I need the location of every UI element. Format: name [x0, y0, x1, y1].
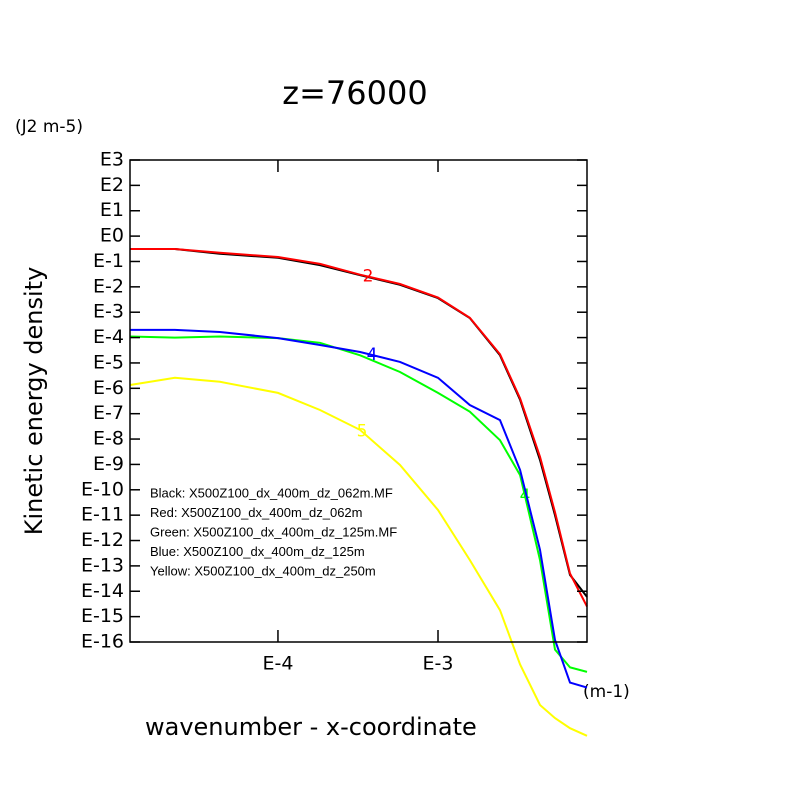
- series-line: [130, 248, 588, 607]
- y-tick-label: E-15: [81, 605, 124, 627]
- curve-tag: 2: [363, 267, 374, 287]
- x-unit: (m-1): [583, 682, 630, 702]
- y-tick-label: E-7: [93, 402, 124, 424]
- x-tick-label: E-4: [262, 653, 293, 675]
- y-tick-label: E-16: [81, 631, 124, 653]
- y-tick-label: E-2: [93, 275, 124, 297]
- y-axis-label: Kinetic energy density: [20, 267, 48, 536]
- y-tick-label: E2: [100, 174, 124, 196]
- legend-entry: Blue: X500Z100_dx_400m_dz_125m: [150, 544, 365, 559]
- y-tick-label: E-10: [81, 478, 124, 500]
- y-tick-label: E-13: [81, 554, 124, 576]
- y-tick-label: E-6: [93, 377, 124, 399]
- y-unit: (J2 m-5): [15, 117, 83, 137]
- series-line: [130, 328, 588, 689]
- y-tick-label: E-4: [93, 326, 124, 348]
- plot-frame: [129, 159, 588, 643]
- legend-entry: Green: X500Z100_dx_400m_dz_125m.MF: [150, 524, 397, 539]
- curve-tag: 4: [520, 486, 531, 506]
- x-axis-label: wavenumber - x-coordinate: [145, 713, 477, 741]
- y-tick-label: E0: [100, 225, 124, 247]
- y-tick-label: E-5: [93, 351, 124, 373]
- y-tick-label: E-1: [93, 250, 124, 272]
- y-tick-label: E-3: [93, 301, 124, 323]
- y-tick-label: E-9: [93, 453, 124, 475]
- series-line: [129, 335, 588, 673]
- curve-tag: 4: [367, 345, 378, 365]
- legend-entry: Red: X500Z100_dx_400m_dz_062m: [150, 505, 362, 520]
- legend-entry: Yellow: X500Z100_dx_400m_dz_250m: [150, 563, 376, 578]
- y-tick-label: E-11: [81, 504, 124, 526]
- y-tick-label: E-14: [81, 580, 124, 602]
- x-tick-label: E-3: [423, 653, 454, 675]
- chart-title: z=76000: [282, 74, 427, 112]
- y-tick-label: E1: [100, 199, 124, 221]
- y-tick-label: E3: [100, 149, 124, 171]
- y-tick-label: E-8: [93, 428, 124, 450]
- curve-tag: 5: [357, 422, 368, 442]
- y-tick-label: E-12: [81, 529, 124, 551]
- legend-entry: Black: X500Z100_dx_400m_dz_062m.MF: [150, 485, 393, 500]
- series-line: [129, 376, 588, 737]
